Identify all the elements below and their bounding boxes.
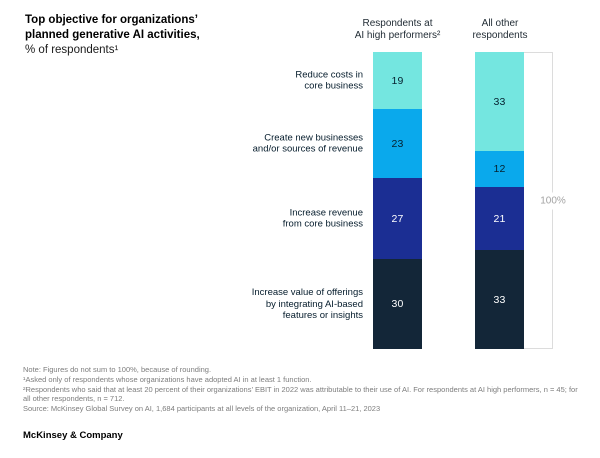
category-label-line: by integrating AI-based xyxy=(265,298,363,310)
footnote-line: Source: McKinsey Global Survey on AI, 1,… xyxy=(23,404,381,414)
stacked-bar-all-other-respondents: 33 12 21 33 xyxy=(475,52,524,349)
chart-title-line2: planned generative AI activities, xyxy=(25,29,200,41)
category-label-line: Increase revenue xyxy=(289,207,363,218)
bar-segment: 19 xyxy=(373,52,422,109)
column-header-ai-high-performers: Respondents at AI high performers² xyxy=(307,18,488,41)
chart-subtitle: % of respondents¹ xyxy=(25,44,119,56)
footnote-line: ¹Asked only of respondents whose organiz… xyxy=(23,374,312,384)
category-label: Increase value of offerings by integratin… xyxy=(150,287,363,322)
chart-title-line1: Top objective for organizations’ xyxy=(25,14,198,26)
bar-segment: 33 xyxy=(475,250,524,349)
bar-segment: 33 xyxy=(475,52,524,151)
category-label-line: from core business xyxy=(282,218,363,230)
category-label: Reduce costs in core business xyxy=(150,69,363,92)
category-label-line: and/or sources of revenue xyxy=(252,143,363,155)
footnote-line: ²Respondents who said that at least 20 p… xyxy=(23,384,578,404)
segment-value-label: 33 xyxy=(493,95,506,108)
segment-value-label: 19 xyxy=(391,74,404,87)
category-label: Create new businesses and/or sources of r… xyxy=(150,132,363,155)
bar-segment: 27 xyxy=(373,178,422,259)
category-label-line: core business xyxy=(304,80,363,92)
bar-segment: 23 xyxy=(373,109,422,178)
segment-value-label: 30 xyxy=(391,298,404,310)
category-label-line: Create new businesses xyxy=(264,132,363,143)
footnote-line: Note: Figures do not sum to 100%, becaus… xyxy=(23,365,212,374)
category-label-line: Increase value of offerings xyxy=(251,286,363,298)
bar-segment: 30 xyxy=(373,259,422,349)
brand-logo-text: McKinsey & Company xyxy=(23,430,123,441)
segment-value-label: 21 xyxy=(493,212,506,225)
category-label-line: Reduce costs in xyxy=(295,69,363,80)
segment-value-label: 33 xyxy=(493,293,506,306)
chart-title-block: Top objective for organizations’ planned… xyxy=(25,13,200,58)
column-header-line: respondents xyxy=(472,29,528,41)
column-header-line: AI high performers² xyxy=(354,29,441,41)
footnotes: Note: Figures do not sum to 100%, becaus… xyxy=(23,365,579,414)
segment-value-label: 23 xyxy=(391,137,404,150)
column-header-line: All other xyxy=(481,18,519,29)
segment-value-label: 12 xyxy=(493,163,506,175)
stacked-bar-ai-high-performers: 19 23 27 30 xyxy=(373,52,422,349)
bar-segment: 12 xyxy=(475,151,524,187)
column-header-all-other-respondents: All other respondents xyxy=(440,18,560,41)
bar-segment: 21 xyxy=(475,187,524,250)
column-header-line: Respondents at xyxy=(362,18,433,29)
axis-max-label: 100% xyxy=(539,192,567,210)
category-label-line: features or insights xyxy=(282,309,363,321)
category-label: Increase revenue from core business xyxy=(150,207,363,230)
segment-value-label: 27 xyxy=(391,212,404,225)
